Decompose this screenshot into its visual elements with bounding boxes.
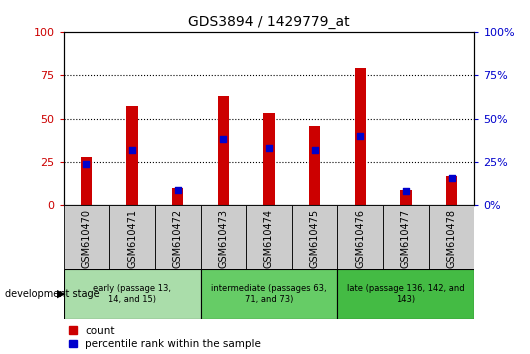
Text: GSM610471: GSM610471 bbox=[127, 209, 137, 268]
Title: GDS3894 / 1429779_at: GDS3894 / 1429779_at bbox=[188, 16, 350, 29]
Text: early (passage 13,
14, and 15): early (passage 13, 14, and 15) bbox=[93, 284, 171, 303]
Bar bbox=[338, 269, 474, 319]
Text: intermediate (passages 63,
71, and 73): intermediate (passages 63, 71, and 73) bbox=[211, 284, 327, 303]
Bar bbox=[429, 205, 474, 269]
Legend: count, percentile rank within the sample: count, percentile rank within the sample bbox=[69, 326, 261, 349]
Text: GSM610474: GSM610474 bbox=[264, 209, 274, 268]
Bar bbox=[64, 205, 109, 269]
Bar bbox=[383, 205, 429, 269]
Text: GSM610473: GSM610473 bbox=[218, 209, 228, 268]
Bar bbox=[446, 176, 457, 205]
Text: GSM610478: GSM610478 bbox=[447, 209, 456, 268]
Text: GSM610475: GSM610475 bbox=[310, 209, 320, 268]
Bar bbox=[263, 113, 275, 205]
Bar bbox=[200, 269, 338, 319]
Bar bbox=[155, 205, 200, 269]
Point bbox=[356, 133, 365, 139]
Text: ▶: ▶ bbox=[57, 289, 66, 299]
Bar bbox=[338, 205, 383, 269]
Bar bbox=[64, 269, 200, 319]
Text: GSM610476: GSM610476 bbox=[355, 209, 365, 268]
Point bbox=[128, 147, 136, 153]
Text: GSM610470: GSM610470 bbox=[82, 209, 91, 268]
Bar bbox=[81, 157, 92, 205]
Text: development stage: development stage bbox=[5, 289, 100, 299]
Bar bbox=[309, 126, 320, 205]
Bar bbox=[246, 205, 292, 269]
Bar bbox=[355, 68, 366, 205]
Text: GSM610477: GSM610477 bbox=[401, 209, 411, 268]
Point bbox=[82, 161, 91, 166]
Point bbox=[311, 147, 319, 153]
Bar bbox=[172, 188, 183, 205]
Bar bbox=[109, 205, 155, 269]
Point bbox=[173, 187, 182, 193]
Point bbox=[219, 137, 227, 142]
Text: late (passage 136, 142, and
143): late (passage 136, 142, and 143) bbox=[347, 284, 465, 303]
Bar bbox=[400, 190, 412, 205]
Point bbox=[447, 175, 456, 181]
Point bbox=[264, 145, 273, 151]
Bar bbox=[218, 96, 229, 205]
Bar bbox=[126, 107, 138, 205]
Point bbox=[402, 189, 410, 194]
Text: GSM610472: GSM610472 bbox=[173, 209, 183, 268]
Bar bbox=[292, 205, 338, 269]
Bar bbox=[200, 205, 246, 269]
